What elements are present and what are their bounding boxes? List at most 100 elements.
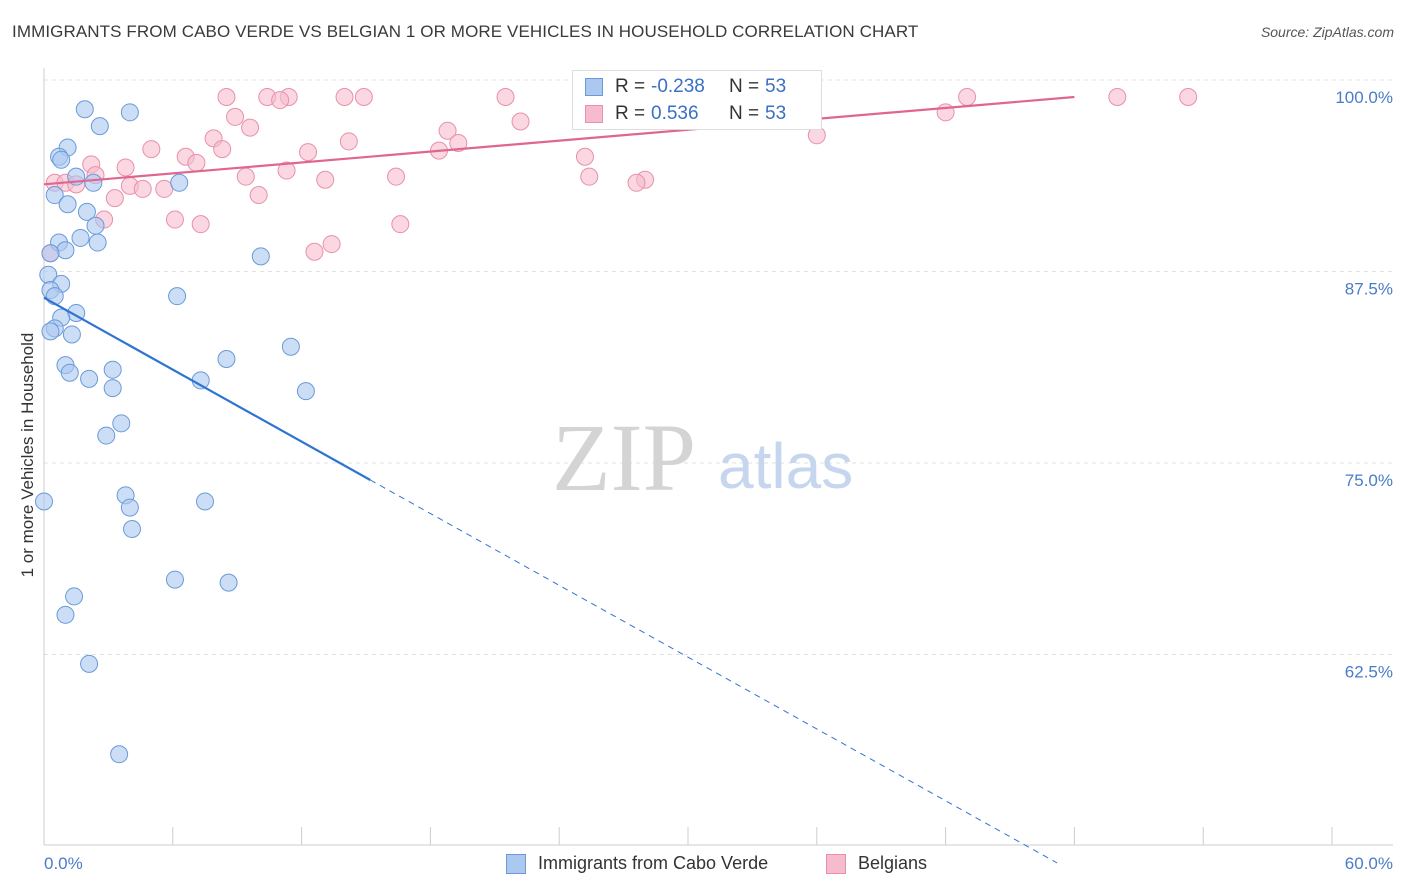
belgian-point[interactable] [217, 88, 236, 106]
belgian-point[interactable] [438, 121, 457, 140]
cabo-verde-point[interactable] [71, 228, 90, 247]
belgian-point[interactable] [155, 179, 174, 198]
belgians-swatch [585, 105, 603, 123]
y-tick-label: 100.0% [1335, 88, 1393, 107]
cabo-verde-point[interactable] [168, 287, 187, 306]
belgian-point[interactable] [575, 147, 594, 166]
cabo-verde-point[interactable] [120, 103, 139, 122]
cabo-verde-point[interactable] [75, 100, 94, 119]
cabo-verde-point[interactable] [84, 173, 103, 192]
belgians-legend-swatch [826, 853, 846, 874]
cabo-verde-points [35, 100, 315, 764]
cabo-verde-point[interactable] [41, 322, 60, 341]
cabo-verde-point[interactable] [80, 369, 99, 388]
cabo-verde-point[interactable] [103, 360, 122, 379]
cabo-verde-point[interactable] [86, 216, 105, 235]
cabo-verde-point[interactable] [35, 492, 53, 511]
cabo-verde-point[interactable] [281, 337, 300, 356]
cabo-verde-point[interactable] [165, 570, 184, 589]
stats-row-belgians: R = 0.536 N = 53 [585, 102, 786, 126]
stats-box: R = -0.238 N = 53 R = 0.536 N = 53 [572, 70, 822, 130]
belgian-point[interactable] [105, 189, 124, 208]
legend-item-cabo-verde[interactable]: Immigrants from Cabo Verde [506, 853, 768, 874]
belgian-point[interactable] [142, 140, 161, 159]
belgian-point[interactable] [1108, 88, 1127, 106]
cabo-verde-point[interactable] [56, 241, 75, 260]
cabo-verde-point[interactable] [219, 573, 238, 592]
belgian-point[interactable] [1179, 88, 1198, 106]
cabo-verde-point[interactable] [60, 363, 79, 382]
watermark: ZIP atlas [552, 404, 853, 511]
cabo-verde-point[interactable] [52, 150, 71, 169]
belgian-point[interactable] [116, 158, 135, 177]
belgian-point[interactable] [213, 140, 232, 159]
n-value: 53 [765, 76, 787, 97]
cabo-verde-point[interactable] [296, 382, 315, 401]
watermark-zip: ZIP [552, 404, 696, 511]
belgian-point[interactable] [354, 88, 373, 106]
cabo-verde-point[interactable] [62, 325, 81, 344]
cabo-verde-point[interactable] [103, 379, 122, 398]
cabo-verde-point[interactable] [58, 195, 77, 214]
belgian-point[interactable] [271, 91, 290, 110]
cabo-verde-point[interactable] [45, 186, 64, 205]
cabo-verde-point[interactable] [97, 426, 116, 445]
belgian-point[interactable] [299, 143, 318, 162]
belgian-point[interactable] [277, 161, 296, 180]
cabo-verde-point[interactable] [170, 173, 189, 192]
cabo-verde-swatch [585, 78, 603, 96]
cabo-verde-point[interactable] [56, 605, 75, 624]
belgian-point[interactable] [335, 88, 354, 106]
cabo-verde-point[interactable] [88, 233, 107, 252]
r-label: R = [615, 103, 646, 124]
cabo-verde-point[interactable] [90, 117, 109, 136]
belgian-point[interactable] [241, 118, 260, 137]
cabo-verde-point[interactable] [217, 349, 236, 368]
belgian-point[interactable] [580, 167, 599, 186]
trend-lines [43, 95, 1075, 864]
belgian-point[interactable] [165, 210, 184, 229]
belgian-point[interactable] [339, 132, 358, 151]
belgian-point[interactable] [496, 88, 515, 106]
cabo-verde-point[interactable] [120, 498, 139, 517]
cabo-verde-point[interactable] [251, 247, 270, 266]
cabo-verde-point[interactable] [196, 492, 214, 511]
belgian-point[interactable] [322, 235, 341, 254]
y-tick-label: 75.0% [1345, 471, 1393, 490]
belgians-trend-line [43, 95, 1075, 186]
belgian-point[interactable] [958, 88, 977, 106]
belgian-point[interactable] [305, 242, 324, 261]
belgian-point[interactable] [511, 112, 530, 131]
belgian-point[interactable] [236, 167, 255, 186]
cabo-verde-point[interactable] [80, 654, 99, 673]
axes [43, 68, 1393, 846]
cabo-verde-point[interactable] [77, 202, 96, 221]
belgian-point[interactable] [391, 215, 410, 234]
stats-row-cabo-verde: R = -0.238 N = 53 [585, 75, 786, 99]
watermark-atlas: atlas [718, 430, 853, 502]
cabo-verde-trend-extension [370, 479, 1058, 864]
cabo-verde-point[interactable] [65, 587, 84, 606]
cabo-verde-point[interactable] [41, 244, 60, 263]
belgian-point[interactable] [249, 186, 268, 205]
belgian-point[interactable] [187, 153, 206, 172]
n-value: 53 [765, 103, 787, 124]
y-tick-label: 87.5% [1345, 280, 1393, 299]
belgian-point[interactable] [316, 170, 335, 189]
belgian-point[interactable] [226, 107, 245, 126]
r-label: R = [615, 76, 646, 97]
cabo-verde-point[interactable] [112, 414, 131, 433]
source-label: Source: ZipAtlas.com [1260, 24, 1394, 40]
cabo-verde-point[interactable] [123, 520, 142, 539]
belgian-point[interactable] [627, 173, 646, 192]
cabo-verde-point[interactable] [110, 745, 129, 764]
belgian-point[interactable] [449, 133, 468, 152]
belgian-point[interactable] [191, 215, 210, 234]
cabo-verde-point[interactable] [45, 287, 64, 306]
y-tick-label: 62.5% [1345, 663, 1393, 682]
belgian-point[interactable] [133, 179, 152, 198]
belgian-point[interactable] [387, 167, 406, 186]
legend-item-belgians[interactable]: Belgians [826, 853, 927, 874]
x-tick-max: 60.0% [1345, 854, 1393, 873]
